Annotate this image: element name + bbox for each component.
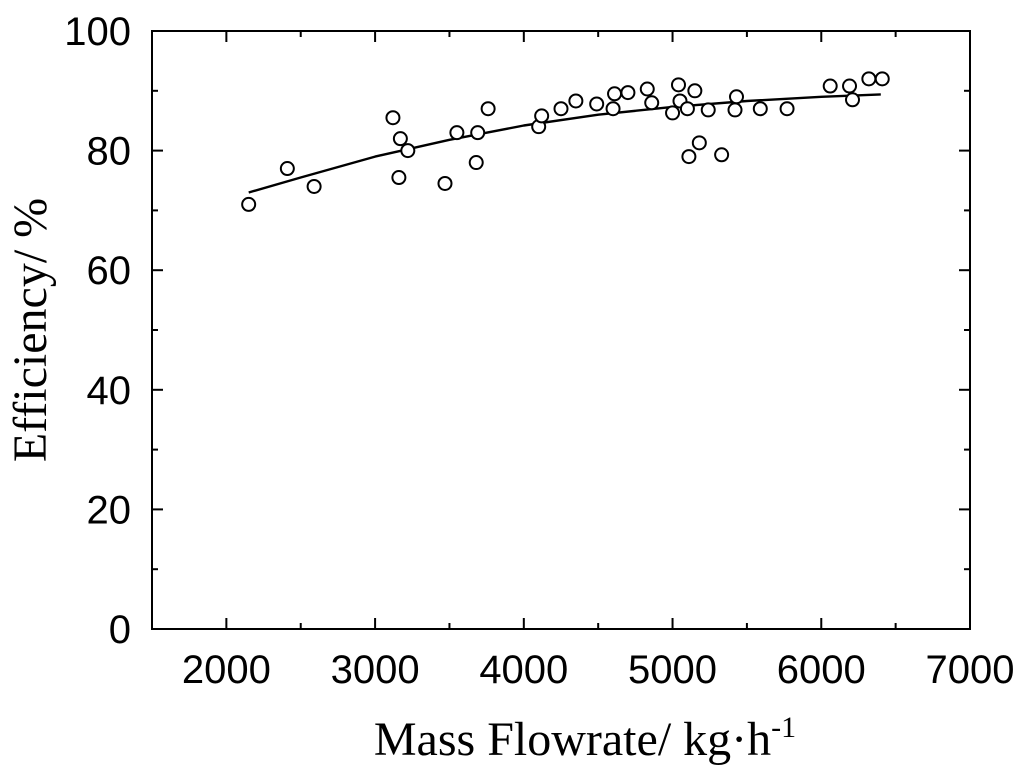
data-point xyxy=(437,175,453,191)
y-tick-label: 100 xyxy=(64,10,131,54)
data-point xyxy=(468,155,484,171)
y-tick-label: 0 xyxy=(109,608,131,652)
data-point xyxy=(845,92,861,108)
data-point xyxy=(392,131,408,147)
x-tick-label: 7000 xyxy=(926,648,1015,692)
data-point xyxy=(842,78,858,94)
x-axis-title: Mass Flowrate/ kg·h-1 xyxy=(374,711,796,766)
series-layer xyxy=(241,71,890,212)
y-tick-label: 40 xyxy=(87,369,132,413)
data-point xyxy=(665,105,681,121)
data-point xyxy=(534,108,550,124)
x-tick-label: 6000 xyxy=(777,648,866,692)
x-tick-labels: 2000 3000 4000 5000 6000 7000 xyxy=(182,648,1015,692)
data-point xyxy=(553,101,569,117)
data-point xyxy=(644,95,660,111)
axis-ticks xyxy=(151,30,971,630)
data-point xyxy=(728,89,744,105)
data-point xyxy=(449,125,465,141)
data-point xyxy=(605,101,621,117)
data-point xyxy=(470,125,486,141)
data-point xyxy=(700,102,716,118)
data-point xyxy=(620,85,636,101)
x-tick-label: 5000 xyxy=(628,648,717,692)
data-point xyxy=(568,93,584,109)
data-point xyxy=(822,78,838,94)
y-tick-label: 20 xyxy=(87,488,132,532)
data-point xyxy=(241,196,257,212)
data-point xyxy=(607,86,623,102)
y-tick-label: 80 xyxy=(87,130,132,174)
data-point xyxy=(279,161,295,177)
data-point xyxy=(679,101,695,117)
y-tick-label: 60 xyxy=(87,249,132,293)
data-point xyxy=(779,101,795,117)
y-axis-title: Efficiency/ % xyxy=(4,198,57,462)
data-point xyxy=(727,102,743,118)
data-point xyxy=(681,149,697,165)
data-point xyxy=(691,135,707,151)
x-tick-label: 3000 xyxy=(331,648,420,692)
data-point xyxy=(714,147,730,163)
data-point xyxy=(306,178,322,194)
data-point xyxy=(639,81,655,97)
data-point xyxy=(480,101,496,117)
data-point xyxy=(687,83,703,99)
data-point xyxy=(589,96,605,112)
data-point xyxy=(874,71,890,87)
data-point xyxy=(861,71,877,87)
fit-line xyxy=(248,93,881,194)
y-tick-labels: 0 20 40 60 80 100 xyxy=(64,10,131,652)
x-tick-label: 2000 xyxy=(182,648,271,692)
x-axis-title-superscript: -1 xyxy=(771,711,796,744)
data-point xyxy=(391,170,407,186)
x-tick-label: 4000 xyxy=(479,648,568,692)
data-point xyxy=(400,143,416,159)
data-point xyxy=(670,77,686,93)
data-point xyxy=(385,110,401,126)
data-point xyxy=(752,101,768,117)
x-axis-title-text: Mass Flowrate/ kg·h xyxy=(374,713,771,766)
